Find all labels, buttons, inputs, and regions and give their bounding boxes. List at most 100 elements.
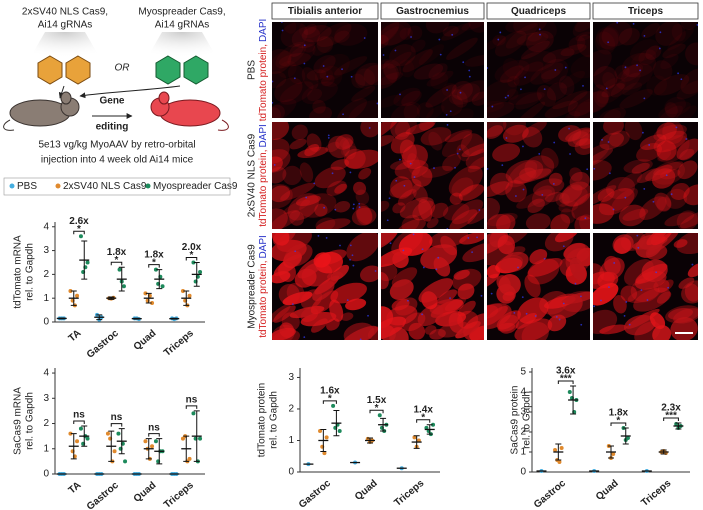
caption: injection into 4 week old Ai14 mice (41, 155, 194, 166)
fiber (381, 72, 404, 86)
bracket (73, 420, 85, 425)
nucleus (281, 29, 284, 32)
fiber (593, 263, 605, 285)
fiber (677, 160, 698, 180)
fiber (656, 140, 677, 161)
significance: * (421, 412, 425, 423)
fiber (392, 202, 406, 214)
data-point (625, 436, 630, 440)
fiber (342, 139, 357, 160)
data-point (191, 260, 196, 265)
fiber (645, 45, 662, 60)
x-tick-label: Triceps (639, 478, 673, 509)
fold-change: 2.3x (661, 403, 681, 414)
fiber (402, 49, 433, 73)
nucleus (640, 289, 643, 292)
fiber (497, 235, 516, 255)
tissue (272, 122, 378, 229)
nucleus (497, 38, 500, 41)
fiber (606, 176, 635, 200)
nucleus (467, 237, 470, 239)
nucleus (637, 246, 640, 249)
fiber (399, 27, 413, 40)
fiber (381, 122, 401, 140)
fiber (301, 39, 316, 53)
fiber (555, 192, 570, 207)
fiber (676, 79, 698, 100)
fiber (315, 218, 351, 229)
fiber (593, 84, 609, 108)
error-bar (145, 292, 152, 304)
fiber (598, 109, 621, 118)
fiber (326, 318, 340, 331)
nucleus (504, 96, 507, 99)
y-tick-label: 1 (43, 293, 49, 304)
fiber (421, 165, 453, 178)
fiber (450, 108, 474, 118)
nucleus (407, 299, 409, 302)
fiber (272, 107, 281, 118)
data-point (180, 289, 185, 294)
fiber (446, 37, 478, 60)
fiber (272, 233, 290, 246)
fiber (561, 291, 590, 305)
fiber (419, 122, 437, 131)
significance: * (190, 250, 194, 261)
fiber (351, 207, 377, 226)
fiber (283, 22, 297, 34)
bracket (416, 419, 431, 423)
fiber (487, 100, 505, 114)
fiber (604, 255, 621, 275)
fiber (525, 213, 551, 229)
bracket (322, 400, 337, 404)
fiber (548, 172, 563, 186)
fiber (560, 44, 587, 57)
fiber (418, 44, 445, 66)
fiber (608, 130, 630, 147)
fiber (622, 208, 649, 221)
fiber (599, 132, 625, 150)
y-tick-label: 4 (520, 387, 526, 398)
nucleus (624, 196, 627, 199)
fiber (444, 129, 473, 143)
bracket (148, 264, 160, 268)
error-bar (156, 438, 163, 465)
nucleus (413, 176, 416, 178)
fiber (471, 91, 484, 106)
fiber (381, 316, 407, 340)
row-label: 2xSV40 NLS Cas9 (247, 133, 258, 217)
fiber (668, 307, 694, 320)
fiber (430, 202, 449, 219)
fiber (435, 311, 467, 327)
error-bar (96, 314, 103, 321)
fiber (318, 53, 350, 81)
fiber (595, 31, 616, 55)
fiber (561, 181, 590, 207)
fiber (496, 275, 511, 292)
fiber (593, 185, 617, 207)
tissue (593, 122, 698, 229)
fold-change: 2.6x (69, 216, 89, 227)
y-tick-label: 4 (43, 368, 49, 379)
fiber (613, 237, 632, 254)
x-tick-label: Quad (132, 480, 159, 505)
fiber (334, 23, 368, 46)
data-point (68, 431, 73, 436)
significance: * (152, 257, 156, 268)
fiber (406, 153, 421, 176)
y-tick-label: 1 (43, 443, 49, 454)
fiber (467, 156, 484, 173)
fiber (652, 161, 686, 185)
nucleus (273, 164, 276, 166)
fiber (398, 233, 433, 256)
y-axis-label: tdTomato mRNA (13, 235, 24, 309)
fiber (653, 161, 684, 176)
data-point (553, 448, 558, 452)
fiber (457, 300, 476, 317)
fiber (574, 138, 590, 155)
nucleus (468, 75, 471, 78)
bracket (110, 423, 123, 427)
fiber (441, 130, 473, 157)
micrograph (593, 122, 698, 229)
fiber (272, 48, 292, 75)
